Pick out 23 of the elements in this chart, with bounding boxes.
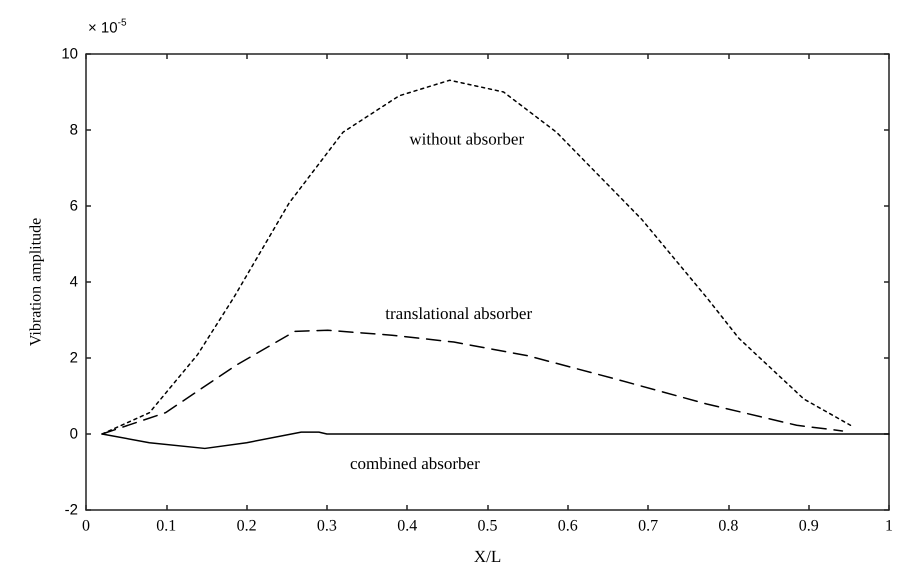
x-tick-label: 0 [82,518,90,534]
x-tick-label: 0.4 [397,518,418,534]
y-tick-label: 10 [61,46,78,62]
x-tick-label: 0.6 [558,518,578,534]
y-tick-label: 8 [70,122,78,138]
series-label: without absorber [409,130,524,149]
y-tick-label: 4 [70,274,78,290]
series-label: translational absorber [385,304,532,323]
y-tick-label: 0 [70,426,78,442]
series-label: combined absorber [350,454,480,473]
y-tick-label: 2 [70,350,78,366]
x-tick-label: 0.9 [798,518,819,534]
x-tick-label: 0.5 [478,518,498,534]
x-tick-label: 0.7 [638,518,658,534]
x-tick-label: 0.2 [236,518,257,534]
y-tick-label: -2 [64,502,78,518]
y-axis-title: Vibration amplitude [28,218,44,346]
x-tick-label: 0.8 [718,518,738,534]
x-axis-title: X/L [474,547,502,566]
x-tick-label: 0.3 [316,518,337,534]
x-tick-label: 0.1 [156,518,176,534]
x-tick-label: 1 [885,518,893,534]
y-tick-label: 6 [70,198,78,214]
